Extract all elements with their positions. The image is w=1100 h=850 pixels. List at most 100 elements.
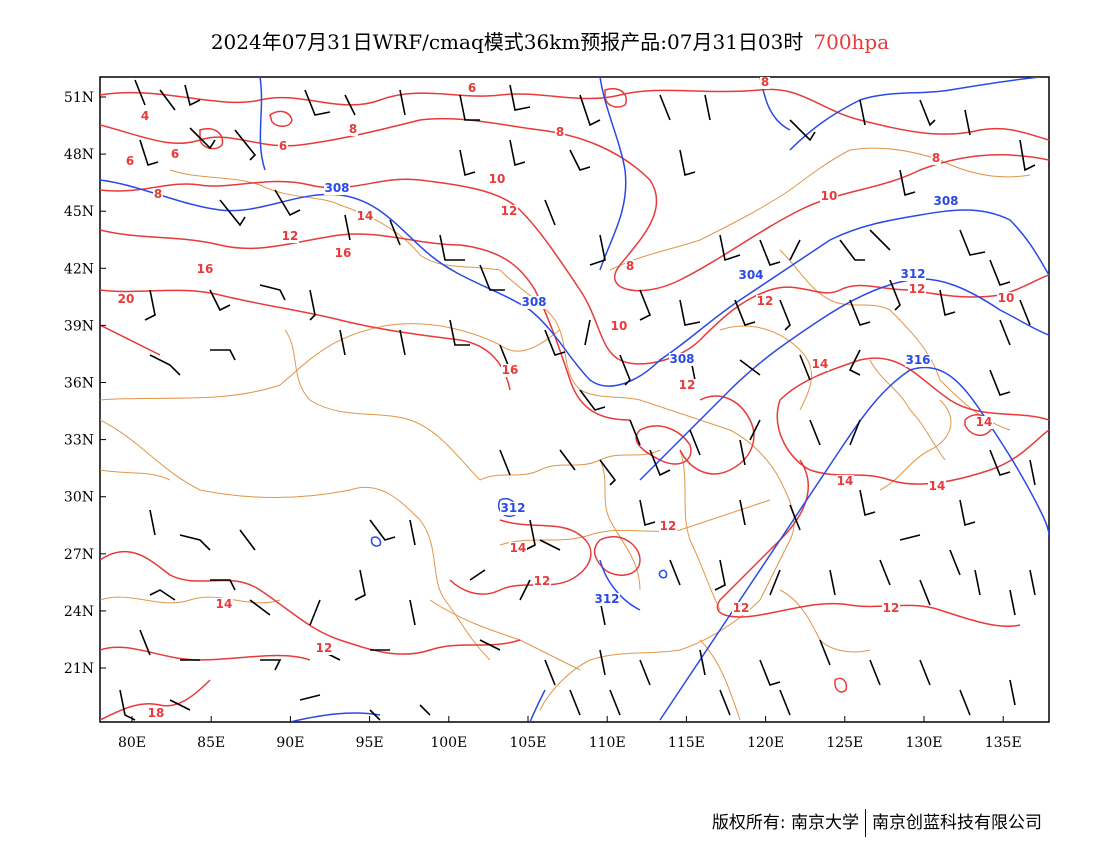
height-contour-label: 304: [738, 268, 763, 282]
temperature-contour-label: 10: [489, 172, 506, 186]
height-contour-label-bg: [738, 269, 764, 282]
temperature-contour-label: 6: [171, 147, 179, 161]
temperature-contour-label-bg: [196, 263, 214, 276]
y-tick-label: 51N: [64, 90, 94, 106]
temperature-contour-label: 10: [611, 319, 628, 333]
height-contour-label: 312: [594, 592, 619, 606]
height-contour-label-bg: [900, 268, 926, 281]
height-contour-label: 308: [933, 194, 958, 208]
temperature-contour-label-bg: [509, 542, 527, 555]
y-tick-label: 27N: [64, 547, 94, 563]
temperature-contour-label-bg: [820, 190, 838, 203]
temperature-contour-label: 12: [733, 601, 750, 615]
temperature-contour-label-bg: [732, 602, 750, 615]
temperature-contour-label: 8: [761, 75, 769, 89]
temperature-contours: [100, 88, 1049, 721]
temperature-contour-label-bg: [215, 598, 233, 611]
x-tick-label: 130E: [906, 735, 943, 751]
height-contour-label-bg: [521, 296, 547, 309]
height-contour-label: 308: [324, 181, 349, 195]
temperature-contour-label: 12: [909, 282, 926, 296]
temperature-contour-label: 8: [154, 187, 162, 201]
height-contour-label-bg: [324, 182, 350, 195]
temperature-contour-label-bg: [348, 123, 358, 136]
company-name: 南京创蓝科技有限公司: [872, 813, 1042, 833]
height-contour-label-bg: [905, 354, 931, 367]
temperature-contour-label: 4: [141, 109, 149, 123]
height-contour-label: 308: [521, 295, 546, 309]
temperature-contour-label: 14: [929, 479, 946, 493]
temperature-contour-label: 8: [349, 122, 357, 136]
temperature-contour-label-bg: [125, 155, 135, 168]
temperature-contour-label: 16: [502, 363, 519, 377]
map-title: 2024年07月31日WRF/cmaq模式36km预报产品:07月31日03时 7…: [0, 26, 1100, 55]
temperature-contour-label: 12: [660, 519, 677, 533]
temperature-contour-label: 14: [216, 597, 233, 611]
y-tick-label: 36N: [64, 376, 94, 392]
x-tick-label: 135E: [985, 735, 1022, 751]
temperature-contour-label-bg: [659, 520, 677, 533]
temperature-contour-label-bg: [756, 295, 774, 308]
x-tick-label: 120E: [747, 735, 784, 751]
height-contour-label: 312: [500, 501, 525, 515]
height-contour-label: 312: [900, 267, 925, 281]
temperature-contour-label: 6: [126, 154, 134, 168]
title-text: 2024年07月31日WRF/cmaq模式36km预报产品:07月31日03时: [210, 30, 804, 54]
temperature-contour-label: 6: [468, 81, 476, 95]
temperature-contour-label-bg: [488, 173, 506, 186]
boundary-lines: [100, 147, 1031, 721]
footer-separator: [865, 809, 866, 837]
temperature-labels: 4 6 6 6 6 8 8 8 8 8 8 10 10 10 10 12 12 12 12 12 12 12 12 12 12 1…: [117, 75, 1015, 720]
temperature-contour-label: 8: [932, 151, 940, 165]
temperature-contour-label: 10: [998, 291, 1015, 305]
height-contour-label: 316: [905, 353, 930, 367]
temperature-contour-label: 14: [510, 541, 527, 555]
x-tick-label: 90E: [276, 735, 304, 751]
x-tick-label: 100E: [430, 735, 467, 751]
temperature-contour-label-bg: [278, 140, 288, 153]
x-tick-label: 95E: [356, 735, 384, 751]
temperature-contour-label-bg: [467, 82, 477, 95]
footer-credits: 版权所有: 南京大学 南京创蓝科技有限公司: [712, 808, 1042, 837]
x-tick-label: 125E: [826, 735, 863, 751]
temperature-contour-label-bg: [500, 205, 518, 218]
temperature-contour-label-bg: [811, 358, 829, 371]
temperature-contour-label-bg: [678, 379, 696, 392]
temperature-contour-label: 12: [679, 378, 696, 392]
temperature-contour-label: 6: [279, 139, 287, 153]
temperature-contour-label-bg: [760, 77, 770, 89]
x-tick-label: 85E: [197, 735, 225, 751]
temperature-contour-label-bg: [610, 320, 628, 333]
height-contours: [100, 77, 1049, 722]
temperature-contour-label-bg: [315, 642, 333, 655]
x-tick-label: 115E: [668, 735, 705, 751]
height-contour-label-bg: [933, 195, 959, 208]
height-labels: 308 308 304 312 308 308 316 312 312: [324, 181, 959, 606]
map-content: 4 6 6 6 6 8 8 8 8 8 8 10 10 10 10 12 12 12 12 12 12 12 12 12 12 1…: [100, 75, 1049, 722]
temperature-contour-label: 14: [357, 209, 374, 223]
temperature-contour-label: 18: [148, 706, 165, 720]
temperature-contour-label-bg: [170, 148, 180, 161]
y-axis: 51N 48N 45N 42N 39N 36N 33N 30N 27N 24N 21N: [64, 90, 106, 677]
wind-barbs: [119, 79, 1036, 721]
height-contour-label: 308: [669, 352, 694, 366]
temperature-contour-label: 12: [282, 229, 299, 243]
x-tick-label: 80E: [118, 735, 146, 751]
height-contour-label-bg: [500, 502, 526, 515]
temperature-contour-label-bg: [334, 247, 352, 260]
y-tick-label: 39N: [64, 318, 94, 334]
temperature-contour-label-bg: [997, 292, 1015, 305]
copyright-text: 版权所有: 南京大学: [711, 813, 859, 833]
temperature-contour-label: 12: [501, 204, 518, 218]
temperature-contour-label: 12: [316, 641, 333, 655]
x-tick-label: 110E: [589, 735, 626, 751]
temperature-contour-label: 8: [556, 125, 564, 139]
temperature-contour-label-bg: [975, 416, 993, 429]
y-tick-label: 21N: [64, 661, 94, 677]
temperature-contour-label-bg: [625, 260, 635, 273]
temperature-contour-label-bg: [555, 126, 565, 139]
height-contour-label-bg: [669, 353, 695, 366]
temperature-contour-label-bg: [147, 707, 165, 720]
temperature-contour-label-bg: [908, 283, 926, 296]
